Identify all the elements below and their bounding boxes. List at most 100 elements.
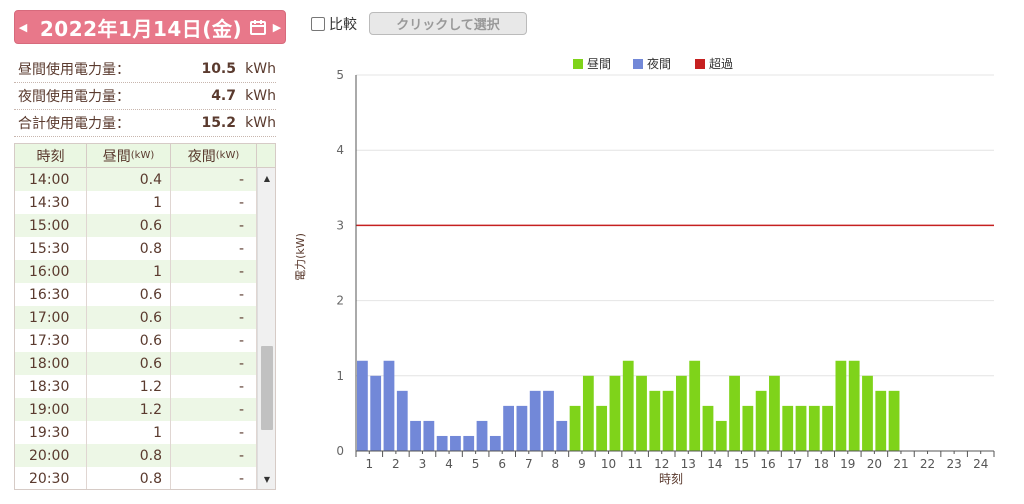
summary-value: 4.7 <box>211 88 236 104</box>
compare-checkbox[interactable]: 比較 <box>311 14 357 34</box>
x-tick-label: 19 <box>840 457 855 471</box>
cell-night: - <box>171 421 257 444</box>
x-tick-label: 24 <box>973 457 988 471</box>
scroll-up-icon[interactable]: ▲ <box>263 173 271 183</box>
chart-bar <box>556 420 568 451</box>
table-row: 18:00 0.6- <box>15 352 257 375</box>
chart-bar <box>543 390 554 451</box>
chart-bar <box>370 375 382 451</box>
y-tick-label: 2 <box>336 294 344 308</box>
chart-bar <box>835 360 847 451</box>
chart-bar <box>676 375 687 451</box>
cell-day: 0.8 <box>87 444 171 467</box>
table-row: 18:30 1.2- <box>15 375 257 398</box>
x-tick-label: 21 <box>893 457 908 471</box>
chart-bar <box>529 390 541 451</box>
table-body[interactable]: 14:00 0.4-14:30 1-15:00 0.6-15:30 0.8-16:00 1… <box>15 168 257 489</box>
table-row: 19:30 1- <box>15 421 257 444</box>
scroll-thumb[interactable] <box>261 346 273 430</box>
cell-night: - <box>171 237 257 260</box>
table-row: 17:30 0.6- <box>15 329 257 352</box>
chart-bar <box>476 420 488 451</box>
summary-row-day: 昼間使用電力量： 10.5 kWh <box>14 56 276 83</box>
x-tick-label: 3 <box>419 457 427 471</box>
cell-day: 0.6 <box>87 306 171 329</box>
cell-day: 0.6 <box>87 352 171 375</box>
chart-bar <box>436 435 448 451</box>
header-night: 夜間 (kW) <box>171 144 257 167</box>
cell-time: 18:30 <box>15 375 87 398</box>
chart-bar <box>662 390 674 451</box>
x-tick-label: 18 <box>814 457 829 471</box>
chart-bar <box>689 360 701 451</box>
chart-bar <box>862 375 873 451</box>
chart-bar <box>636 375 647 451</box>
header-day: 昼間 (kW) <box>87 144 171 167</box>
x-tick-label: 8 <box>552 457 560 471</box>
checkbox-icon[interactable] <box>311 17 325 31</box>
cell-day: 0.6 <box>87 214 171 237</box>
legend-swatch <box>633 59 643 69</box>
summary-row-night: 夜間使用電力量： 4.7 kWh <box>14 83 276 110</box>
cell-night: - <box>171 260 257 283</box>
cell-day: 1 <box>87 421 171 444</box>
cell-day: 1.2 <box>87 375 171 398</box>
chart-bar <box>848 360 860 451</box>
x-tick-label: 17 <box>787 457 802 471</box>
table-header: 時刻 昼間 (kW) 夜間 (kW) <box>15 144 275 168</box>
next-date-icon[interactable]: ▶ <box>272 20 282 34</box>
chart-bar <box>742 405 754 451</box>
cell-time: 20:30 <box>15 467 87 489</box>
x-tick-label: 10 <box>601 457 616 471</box>
x-tick-label: 15 <box>734 457 749 471</box>
table-row: 17:00 0.6- <box>15 306 257 329</box>
compare-label: 比較 <box>329 17 357 33</box>
select-compare-date-button[interactable]: クリックして選択 <box>369 12 527 35</box>
chart-bar <box>609 375 621 451</box>
cell-day: 0.4 <box>87 168 171 191</box>
x-tick-label: 6 <box>498 457 506 471</box>
x-tick-label: 4 <box>445 457 453 471</box>
table-row: 16:30 0.6- <box>15 283 257 306</box>
x-axis-label: 時刻 <box>659 472 683 486</box>
current-date[interactable]: 2022年1月14日(金) <box>39 16 243 41</box>
cell-time: 15:00 <box>15 214 87 237</box>
chart-bar <box>582 375 594 451</box>
power-chart: 0 1 2 3 4 5 1 2 3 4 5 6 7 8 9 10 11 12 13 14 15 16 17 18 19 20 21 2… <box>288 54 1008 494</box>
x-tick-label: 1 <box>365 457 373 471</box>
x-tick-label: 12 <box>654 457 669 471</box>
cell-night: - <box>171 398 257 421</box>
cell-time: 14:00 <box>15 168 87 191</box>
cell-day: 1 <box>87 260 171 283</box>
y-tick-label: 0 <box>336 444 344 458</box>
cell-night: - <box>171 214 257 237</box>
cell-night: - <box>171 168 257 191</box>
y-tick-label: 4 <box>336 143 344 157</box>
table-row: 20:30 0.8- <box>15 467 257 489</box>
summary-label: 合計使用電力量： <box>18 116 130 132</box>
x-tick-label: 14 <box>707 457 722 471</box>
cell-time: 20:00 <box>15 444 87 467</box>
chart-bar <box>622 360 634 451</box>
chart-bar <box>755 390 767 451</box>
table-scrollbar[interactable]: ▲ ▼ <box>257 168 275 489</box>
x-tick-label: 13 <box>681 457 696 471</box>
legend-label: 夜間 <box>647 56 671 71</box>
chart-bar <box>357 360 368 451</box>
x-tick-label: 20 <box>867 457 882 471</box>
cell-time: 19:30 <box>15 421 87 444</box>
cell-night: - <box>171 467 257 489</box>
table-row: 14:00 0.4- <box>15 168 257 191</box>
x-tick-label: 11 <box>627 457 642 471</box>
cell-day: 0.8 <box>87 467 171 489</box>
chart-bar <box>503 405 514 451</box>
prev-date-icon[interactable]: ◀ <box>18 20 28 34</box>
x-tick-label: 23 <box>946 457 961 471</box>
calendar-icon[interactable] <box>247 17 269 37</box>
scroll-down-icon[interactable]: ▼ <box>263 474 271 484</box>
table-row: 20:00 0.8- <box>15 444 257 467</box>
summary-value: 15.2 <box>201 115 236 131</box>
cell-day: 0.8 <box>87 237 171 260</box>
cell-night: - <box>171 283 257 306</box>
